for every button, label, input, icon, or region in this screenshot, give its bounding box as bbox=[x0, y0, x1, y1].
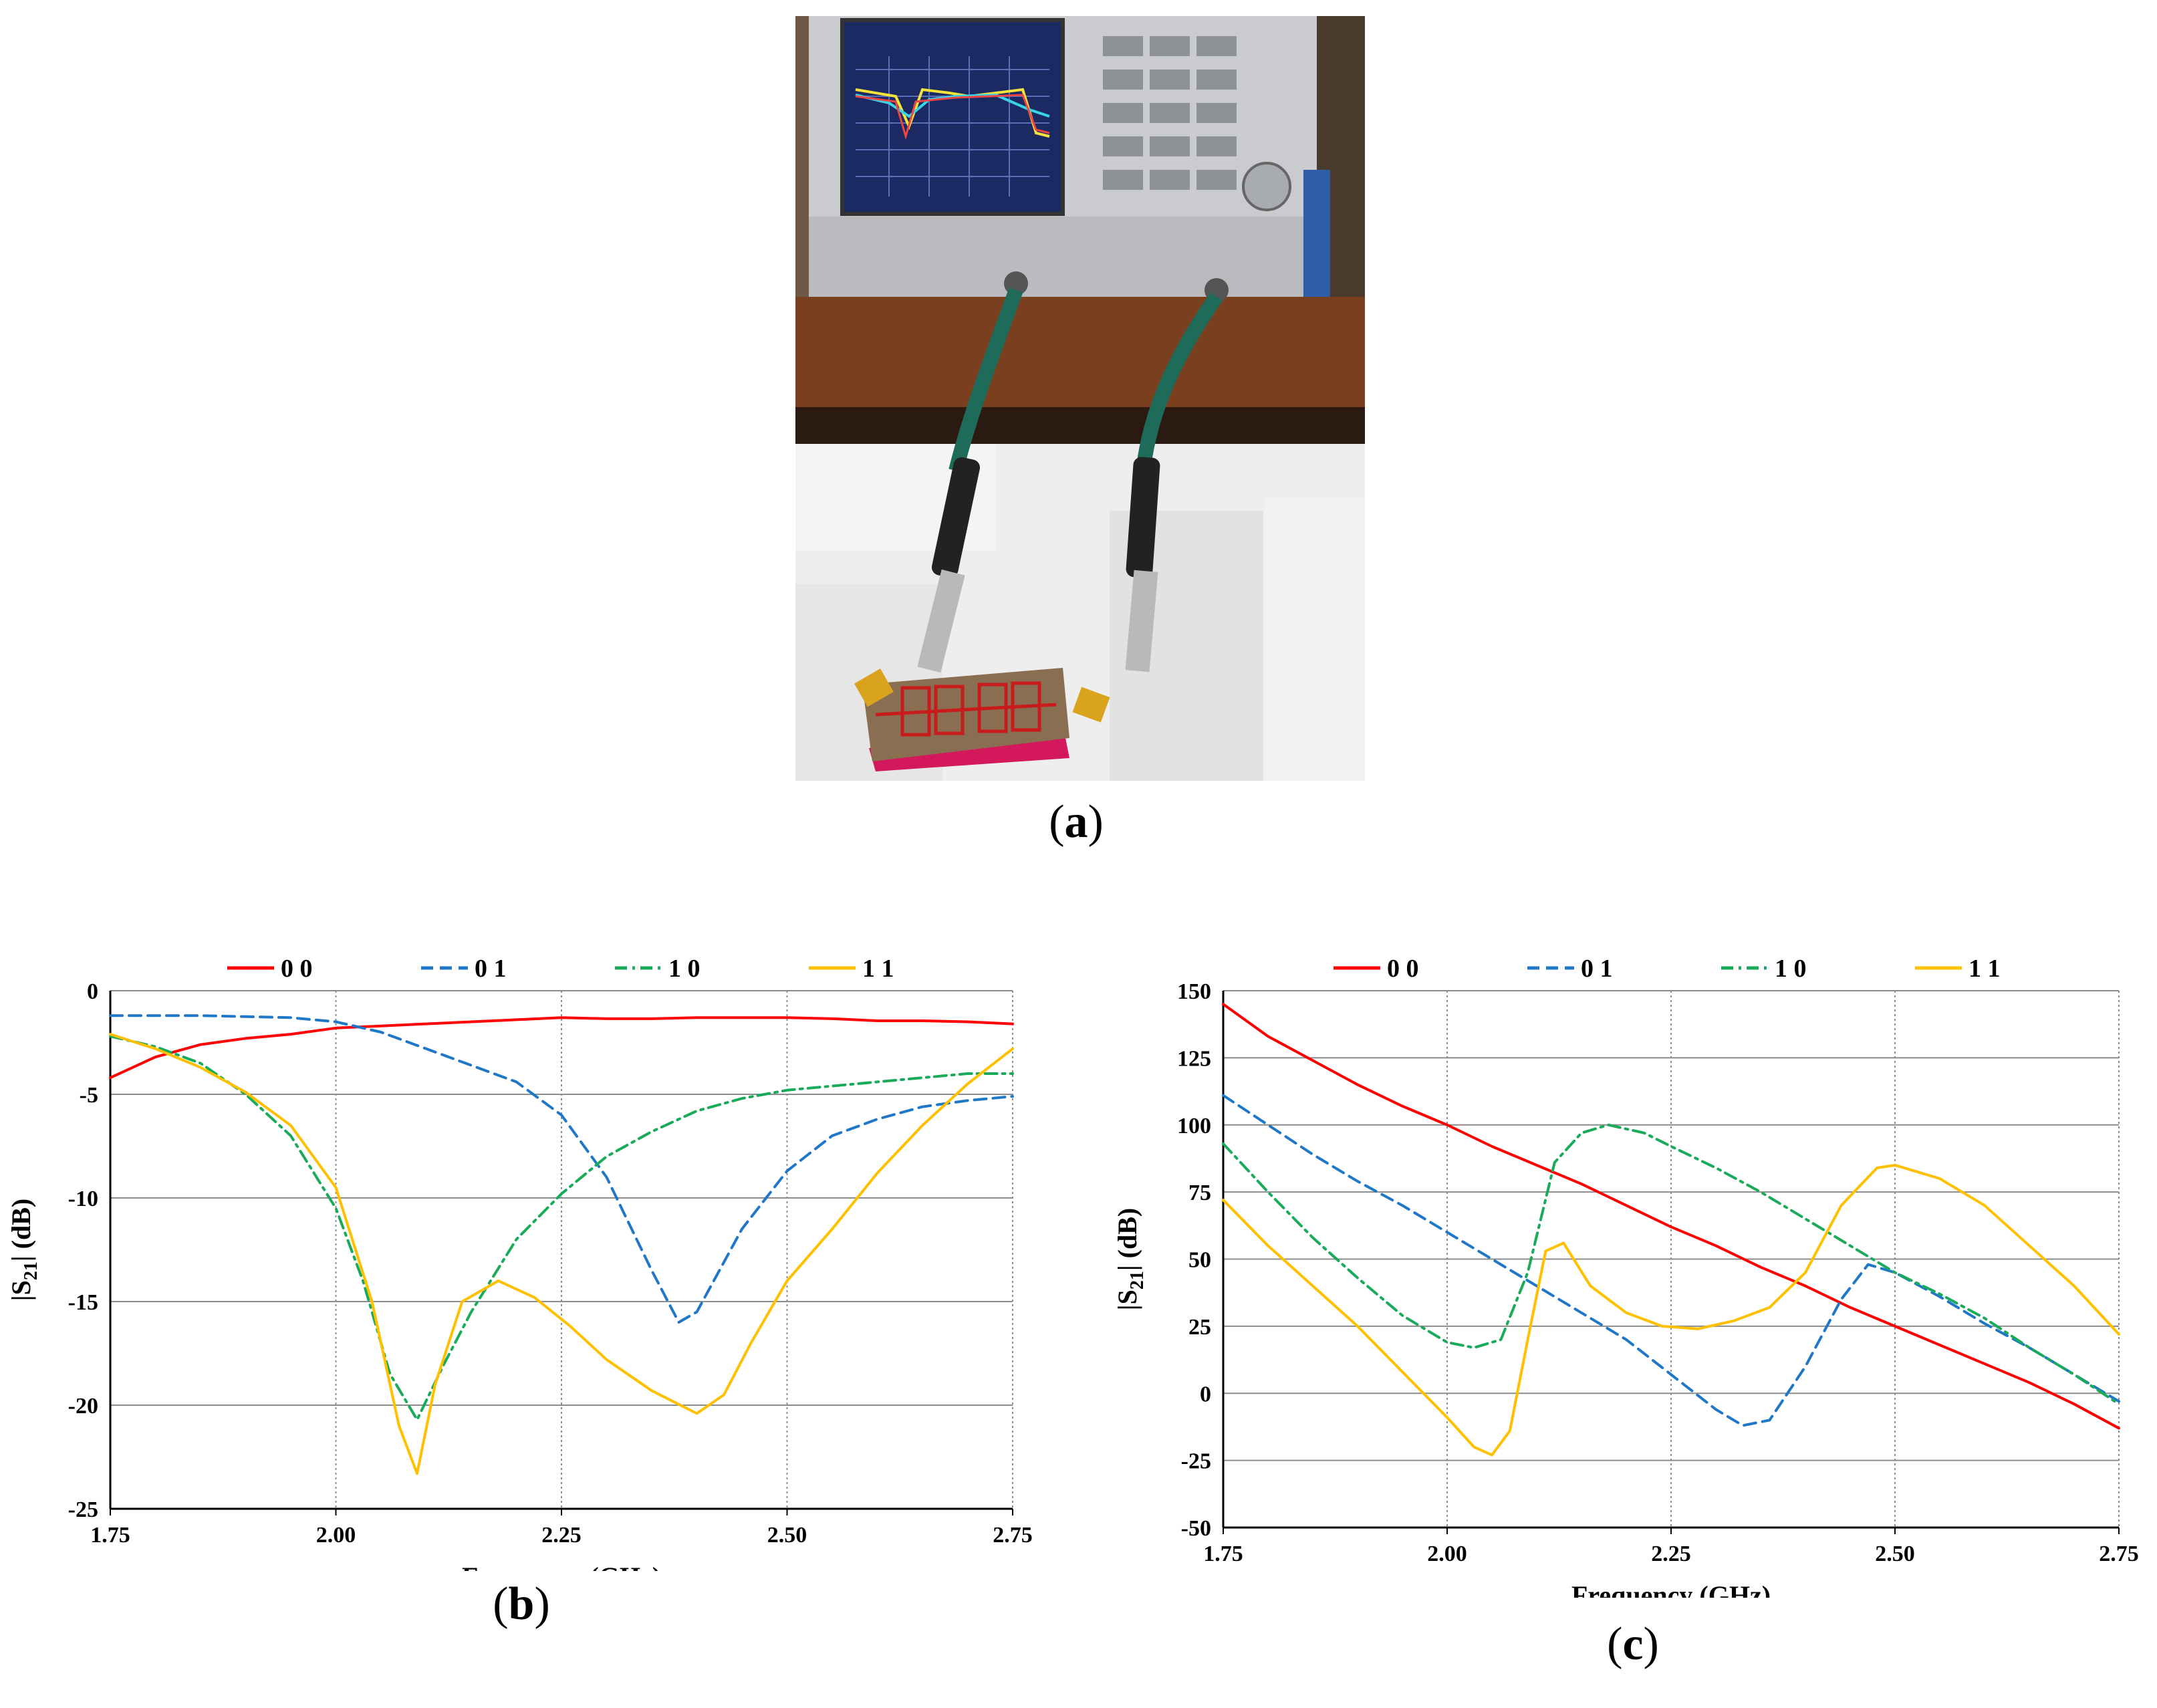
chart-c-ytick-label-3: 75 bbox=[1188, 1181, 1211, 1205]
caption-a-letter: a bbox=[1064, 796, 1088, 848]
chart-b-x-axis-label: Frequency (GHz) bbox=[462, 1562, 661, 1571]
chart-c-xtick-label-3: 2.50 bbox=[1875, 1542, 1915, 1566]
chart-b-ytick-label-1: -5 bbox=[80, 1083, 98, 1108]
chart-c-y-axis-label: |S21| (dB) bbox=[1112, 1208, 1148, 1310]
sma-left bbox=[854, 668, 894, 707]
chart-b-series-11-line bbox=[109, 1033, 1014, 1475]
chart-c-ylabel-tail: | (dB) bbox=[1112, 1208, 1142, 1271]
analyzer-side-rail bbox=[1303, 170, 1330, 297]
chart-b: 0 -5 -10 -15 -20 -251.75 2.00 2.25 2.50 2.75 0 0 0 … bbox=[6, 955, 1033, 1571]
chart-b-y-axis-label: |S21| (dB) bbox=[6, 1199, 41, 1301]
chart-b-ytick-label-4: -20 bbox=[68, 1394, 98, 1419]
chart-c-xtick-label-2: 2.25 bbox=[1651, 1542, 1691, 1566]
chart-c-series-10-line bbox=[1222, 1123, 2120, 1406]
chart-c-ylabel-sub: 21 bbox=[1127, 1271, 1148, 1290]
cable-left bbox=[948, 287, 1023, 473]
chart-b-xtick-label-1: 2.00 bbox=[316, 1523, 356, 1548]
chart-c-ytick-label-5: 25 bbox=[1188, 1315, 1211, 1340]
caption-b-close: ) bbox=[534, 1578, 550, 1630]
sma-right bbox=[1072, 687, 1110, 723]
chart-c-series-11-line bbox=[1222, 1163, 2120, 1457]
caption-b: (b) bbox=[455, 1578, 588, 1631]
analyzer-screen bbox=[840, 18, 1065, 216]
chart-b-ytick-label-0: 0 bbox=[87, 979, 98, 1004]
measurement-setup-photo bbox=[795, 16, 1365, 781]
chart-b-legend-label-3: 1 1 bbox=[862, 955, 894, 983]
chart-c-xtick-label-0: 1.75 bbox=[1203, 1542, 1243, 1566]
caption-c-letter: c bbox=[1622, 1618, 1644, 1670]
chart-c-x-axis-label: Frequency (GHz) bbox=[1571, 1580, 1771, 1598]
chart-b-series-01-line bbox=[109, 1014, 1014, 1324]
keypad bbox=[1103, 36, 1237, 190]
desk-edge bbox=[795, 407, 1365, 447]
cable-right bbox=[1136, 292, 1223, 472]
chart-c: 150 125 100 75 50 25 0 -25 -501.75 2.00 2.25 2.50 2.… bbox=[1112, 955, 2139, 1598]
chart-c-legend-label-1: 0 1 bbox=[1581, 955, 1613, 983]
caption-c-close: ) bbox=[1643, 1618, 1659, 1670]
caption-c: (c) bbox=[1566, 1618, 1700, 1671]
textile-filter-dut bbox=[854, 668, 1110, 771]
rotary-knob bbox=[1242, 162, 1291, 211]
chart-c-series-00-line bbox=[1222, 1003, 2120, 1430]
resonator-traces bbox=[875, 681, 1057, 737]
chart-b-ytick-label-3: -15 bbox=[68, 1290, 98, 1315]
chart-b-xtick-label-0: 1.75 bbox=[90, 1523, 130, 1548]
adapter-right bbox=[1125, 570, 1158, 673]
screen-trace-red bbox=[855, 94, 1050, 140]
chart-c-ytick-label-6: 0 bbox=[1200, 1382, 1211, 1407]
chart-c-ytick-label-7: -25 bbox=[1181, 1449, 1211, 1474]
chart-b-ylabel-main: |S bbox=[6, 1280, 36, 1301]
substrate bbox=[862, 668, 1069, 761]
caption-a: (a) bbox=[1009, 796, 1143, 849]
chart-c-legend-label-0: 0 0 bbox=[1387, 955, 1419, 983]
chart-b-xtick-label-2: 2.25 bbox=[541, 1523, 582, 1548]
adapter-left bbox=[917, 569, 965, 673]
chart-c-ytick-label-1: 125 bbox=[1177, 1046, 1211, 1071]
chart-c-xtick-label-4: 2.75 bbox=[2099, 1542, 2139, 1566]
chart-b-ytick-label-2: -10 bbox=[68, 1187, 98, 1211]
chart-b-xtick-label-3: 2.50 bbox=[767, 1523, 807, 1548]
caption-c-open: ( bbox=[1607, 1618, 1623, 1670]
chart-c-series-01-line bbox=[1222, 1094, 2120, 1427]
chart-c-ytick-label-0: 150 bbox=[1177, 979, 1211, 1004]
chart-b-series-10-line bbox=[109, 1035, 1014, 1421]
chart-c-ylabel-main: |S bbox=[1112, 1290, 1142, 1310]
chart-b-ylabel-tail: | (dB) bbox=[6, 1199, 36, 1261]
caption-b-open: ( bbox=[493, 1578, 509, 1630]
cable-left-sleeve bbox=[931, 457, 981, 578]
chart-b-legend-label-1: 0 1 bbox=[475, 955, 507, 983]
caption-a-close: ) bbox=[1088, 796, 1104, 848]
chart-c-ytick-label-8: -50 bbox=[1181, 1516, 1211, 1541]
cable-right-sleeve bbox=[1126, 457, 1160, 578]
chart-c-legend-label-2: 1 0 bbox=[1775, 955, 1807, 983]
caption-a-open: ( bbox=[1049, 796, 1065, 848]
chart-b-ylabel-sub: 21 bbox=[21, 1261, 41, 1280]
chart-c-ytick-label-2: 100 bbox=[1177, 1114, 1211, 1138]
caption-b-letter: b bbox=[508, 1578, 535, 1630]
chart-c-xtick-label-1: 2.00 bbox=[1427, 1542, 1467, 1566]
chart-c-legend-label-3: 1 1 bbox=[1969, 955, 2001, 983]
chart-b-legend-label-2: 1 0 bbox=[668, 955, 701, 983]
chart-b-legend-label-0: 0 0 bbox=[281, 955, 313, 983]
network-analyzer bbox=[809, 16, 1330, 302]
chart-b-ytick-label-5: -25 bbox=[68, 1497, 98, 1522]
chart-b-series-00-line bbox=[109, 1016, 1014, 1080]
chart-b-xtick-label-4: 2.75 bbox=[993, 1523, 1033, 1548]
chart-c-ytick-label-4: 50 bbox=[1188, 1248, 1211, 1273]
